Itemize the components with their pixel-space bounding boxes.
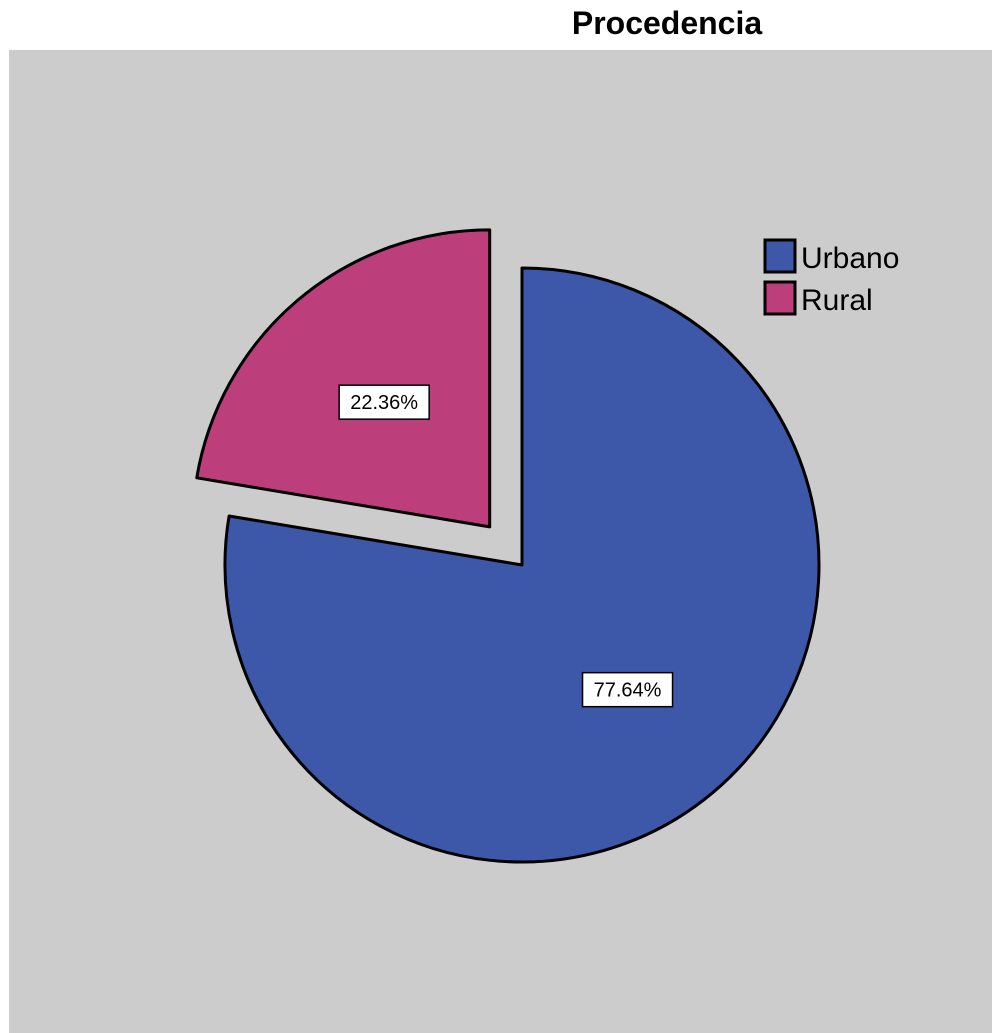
slice-label-box: [338, 384, 430, 420]
slice-label-urbano: 77.64%: [581, 671, 674, 708]
chart-title: Procedencia: [572, 5, 763, 41]
slice-label-text: 77.64%: [594, 680, 662, 702]
pie-slices: [195, 228, 821, 864]
legend-swatch: [763, 238, 797, 274]
legend-label: Rural: [801, 284, 873, 317]
slice-labels: 77.64% 22.36%: [338, 384, 674, 708]
slice-label-text: 22.36%: [350, 392, 418, 414]
pie-slice-rural: [195, 228, 492, 529]
slice-label-rural: 22.36%: [338, 384, 430, 420]
legend-label: Urbano: [801, 242, 899, 275]
pie-slice-urbano: [223, 266, 821, 864]
slice-label-box: [581, 671, 674, 708]
plot-background: [9, 50, 992, 1033]
legend-swatch: [763, 280, 797, 316]
legend: Urbano Rural: [763, 238, 899, 317]
legend-item-urbano: Urbano: [763, 238, 899, 275]
legend-item-rural: Rural: [763, 280, 873, 317]
